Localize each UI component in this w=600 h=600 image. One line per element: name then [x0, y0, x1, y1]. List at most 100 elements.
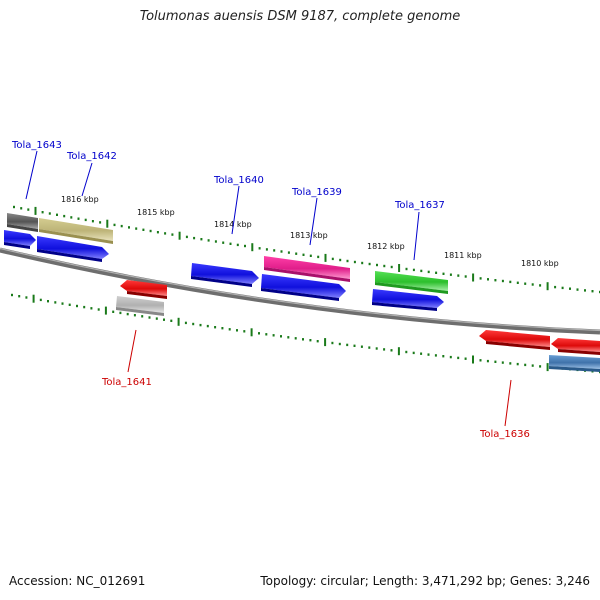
- scale-tick-minor: [68, 303, 71, 306]
- scale-tick-major: [546, 282, 549, 291]
- scale-tick-minor: [148, 316, 151, 319]
- gene-label[interactable]: Tola_1637: [394, 200, 445, 211]
- scale-tick-minor: [265, 248, 268, 251]
- gene-Tola_1641[interactable]: [120, 280, 167, 299]
- scale-tick-minor: [434, 354, 437, 357]
- feature-other-light[interactable]: [116, 296, 164, 316]
- scale-label: 1816 kbp: [61, 195, 99, 204]
- gene-Tola_1640[interactable]: [191, 263, 259, 287]
- scale-tick-minor: [412, 351, 415, 355]
- scale-tick-minor: [27, 208, 30, 211]
- scale-tick-minor: [353, 260, 356, 264]
- scale-tick-minor: [99, 221, 102, 224]
- scale-tick-minor: [420, 352, 423, 355]
- scale-tick-minor: [390, 265, 393, 269]
- scale-tick-major: [251, 243, 254, 252]
- scale-tick-minor: [164, 232, 167, 235]
- scale-tick-minor: [184, 321, 187, 325]
- gene-label[interactable]: Tola_1639: [291, 187, 342, 198]
- scale-tick-minor: [91, 220, 94, 223]
- scale-tick-minor: [236, 329, 238, 332]
- scale-tick-minor: [135, 227, 138, 230]
- gene-label[interactable]: Tola_1636: [479, 429, 530, 440]
- scale-tick-minor: [309, 339, 312, 342]
- gene-label[interactable]: Tola_1642: [66, 151, 117, 162]
- scale-tick-minor: [221, 327, 224, 330]
- gene-Tola_1642[interactable]: [37, 236, 109, 262]
- scale-tick-minor: [524, 363, 527, 367]
- scale-tick-minor: [331, 257, 334, 261]
- scale-tick-minor: [155, 317, 158, 320]
- gene-Tola_1643[interactable]: [4, 230, 36, 249]
- scale-tick-minor: [368, 346, 371, 349]
- gene-label[interactable]: Tola_1641: [101, 377, 152, 388]
- scale-tick-minor: [141, 315, 144, 318]
- scale-tick-minor: [20, 207, 23, 210]
- scale-tick-minor: [509, 280, 512, 284]
- scale-tick-minor: [346, 259, 349, 263]
- scale-tick-minor: [193, 236, 196, 240]
- scale-tick-minor: [464, 275, 467, 278]
- scale-tick-minor: [494, 360, 497, 363]
- scale-tick-minor: [112, 310, 115, 313]
- scale-tick-minor: [376, 263, 378, 267]
- scale-tick-minor: [126, 312, 129, 316]
- scale-tick-minor: [63, 214, 66, 218]
- scale-tick-minor: [302, 338, 304, 341]
- scale-tick-major: [177, 317, 180, 326]
- scale-tick-minor: [128, 226, 130, 229]
- scale-tick-minor: [353, 344, 356, 347]
- scale-tick-minor: [120, 224, 123, 228]
- feature-trna-pink[interactable]: [264, 256, 350, 282]
- scale-label: 1815 kbp: [137, 208, 175, 217]
- scale-tick-minor: [539, 284, 542, 287]
- scale-tick-minor: [339, 258, 342, 262]
- gene-Tola_1639[interactable]: [261, 274, 346, 301]
- scale-tick-minor: [70, 216, 73, 219]
- scale-label: 1810 kbp: [521, 259, 559, 268]
- scale-tick-minor: [486, 359, 489, 363]
- scale-tick-minor: [457, 356, 460, 360]
- scale-tick-minor: [420, 269, 423, 273]
- scale-tick-minor: [427, 353, 430, 356]
- scale-tick-minor: [368, 262, 371, 266]
- scale-tick-minor: [41, 211, 44, 214]
- genome-backbone-highlight: [0, 247, 600, 332]
- scale-tick-minor: [516, 362, 519, 366]
- gene-Tola_1636[interactable]: [479, 330, 550, 350]
- scale-tick-minor: [25, 296, 28, 299]
- scale-tick-minor: [287, 336, 290, 339]
- scale-tick-minor: [442, 355, 445, 358]
- genome-title: Tolumonas auensis DSM 9187, complete gen…: [139, 9, 461, 24]
- scale-tick-minor: [317, 255, 320, 259]
- gene-label[interactable]: Tola_1643: [11, 140, 62, 151]
- scale-tick-minor: [244, 244, 246, 248]
- feature-other-gray[interactable]: [7, 213, 38, 232]
- scale-tick-minor: [113, 223, 116, 227]
- scale-tick-minor: [338, 342, 341, 346]
- feature-rrna-green[interactable]: [375, 271, 448, 294]
- scale-tick-minor: [236, 243, 239, 247]
- scale-tick-minor: [200, 238, 203, 241]
- scale-tick-minor: [331, 341, 334, 345]
- scale-tick-minor: [280, 250, 283, 253]
- feature-steel-blue[interactable]: [549, 355, 600, 372]
- scale-tick-minor: [206, 324, 209, 328]
- scale-tick-minor: [531, 283, 534, 286]
- scale-tick-major: [472, 355, 474, 364]
- scale-tick-minor: [170, 319, 173, 322]
- scale-tick-minor: [13, 205, 15, 209]
- scale-tick-minor: [449, 355, 452, 359]
- feature-other-olive[interactable]: [39, 218, 113, 244]
- scale-tick-minor: [569, 287, 571, 290]
- gene-label[interactable]: Tola_1640: [213, 175, 264, 186]
- scale-tick-major: [106, 219, 109, 228]
- scale-tick-minor: [229, 242, 232, 245]
- scale-tick-minor: [97, 308, 100, 311]
- gene-Tola_1637[interactable]: [372, 289, 444, 311]
- scale-label: 1812 kbp: [367, 242, 405, 251]
- gene-red-right[interactable]: [551, 338, 600, 355]
- scale-tick-minor: [272, 334, 275, 337]
- scale-tick-minor: [531, 364, 534, 367]
